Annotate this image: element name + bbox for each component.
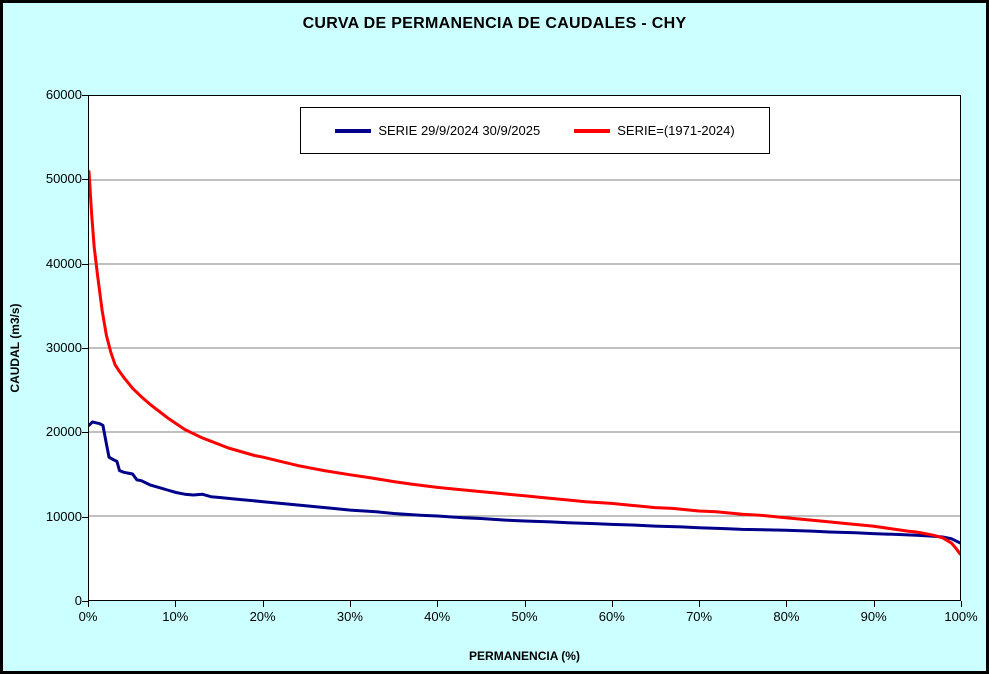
plot-canvas (89, 170, 960, 556)
y-tick-label: 60000 (45, 87, 82, 102)
x-tick-label: 80% (773, 609, 800, 624)
y-tick-label: 40000 (45, 255, 82, 271)
legend-item-serie-1971-2024: SERIE=(1971-2024) (574, 123, 735, 138)
x-tick-label: 40% (424, 609, 451, 624)
chart-title: CURVA DE PERMANENCIA DE CAUDALES - CHY (302, 15, 687, 32)
legend-line-swatch-red (574, 128, 611, 133)
legend: SERIE 29/9/2024 30/9/2025 SERIE=(1971-20… (300, 107, 770, 154)
x-tick-mark (524, 601, 526, 607)
legend-label: SERIE 29/9/2024 30/9/2025 (378, 123, 541, 138)
x-tick-label: 10% (162, 609, 189, 624)
y-tick-mark (82, 516, 88, 518)
y-tick-mark (82, 432, 88, 434)
x-tick-mark (699, 601, 701, 607)
y-axis-label: CAUDAL (m3/s) (8, 303, 22, 393)
x-tick-label: 0% (78, 609, 98, 624)
x-tick-label: 20% (249, 609, 276, 624)
series-line-0 (89, 420, 960, 545)
plot-area (88, 95, 961, 601)
x-tick-mark (786, 601, 788, 607)
x-tick-mark (611, 601, 613, 607)
y-tick-label: 50000 (45, 171, 82, 187)
x-tick-label: 100% (944, 609, 978, 624)
x-tick-label: 30% (336, 609, 363, 624)
series-line-1 (89, 170, 960, 556)
x-tick-mark (437, 601, 439, 607)
x-tick-label: 70% (686, 609, 713, 624)
y-tick-mark (82, 348, 88, 349)
legend-label: SERIE=(1971-2024) (617, 123, 735, 138)
y-tick-mark (82, 601, 88, 602)
y-tick-label: 10000 (45, 508, 82, 524)
x-tick-mark (175, 601, 177, 607)
y-tick-mark (82, 95, 88, 96)
y-tick-label: 20000 (45, 424, 82, 440)
y-tick-mark (82, 179, 88, 181)
x-axis-label: PERMANENCIA (%) (469, 649, 580, 663)
x-tick-mark (262, 601, 264, 607)
x-tick-mark (349, 601, 351, 607)
y-tick-label: 30000 (45, 340, 82, 355)
x-tick-mark (961, 601, 962, 607)
x-tick-label: 90% (860, 609, 887, 624)
y-tick-mark (82, 263, 88, 265)
x-tick-label: 60% (598, 609, 625, 624)
x-tick-mark (873, 601, 875, 607)
legend-line-swatch-blue (335, 128, 372, 133)
legend-item-serie-2024-2025: SERIE 29/9/2024 30/9/2025 (335, 123, 540, 138)
x-tick-label: 50% (511, 609, 538, 624)
y-tick-label: 0 (74, 593, 82, 608)
x-tick-mark (88, 601, 89, 607)
